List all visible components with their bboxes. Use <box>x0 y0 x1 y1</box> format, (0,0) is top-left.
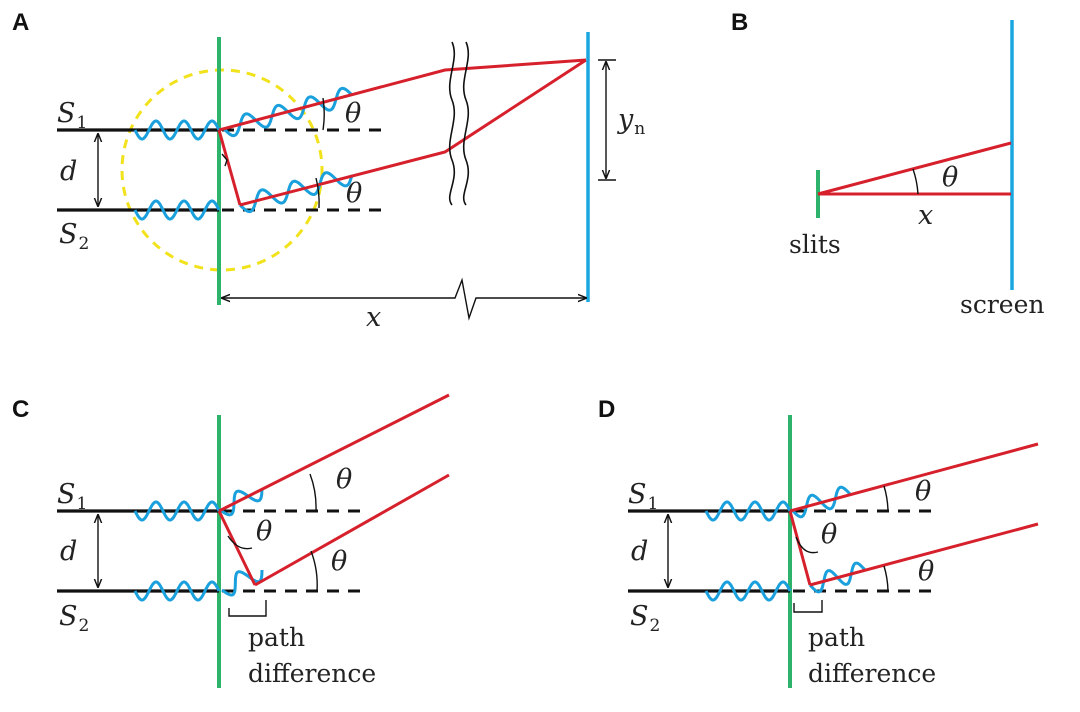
angle-label-top: θ <box>336 464 352 495</box>
ray-angled <box>817 141 1012 196</box>
slits-label: slits <box>789 230 841 259</box>
angle-arc-bottom <box>315 177 320 209</box>
ray-s2 <box>809 522 1039 587</box>
ray-s2 <box>254 473 450 587</box>
incident-wave-s2 <box>704 580 792 602</box>
angle-label-bottom: θ <box>331 546 347 577</box>
distance-arrow <box>222 277 586 321</box>
incident-wave-s1 <box>133 119 221 141</box>
source1-label: S1 <box>57 98 87 133</box>
path-label-line2: difference <box>808 659 936 688</box>
angle-label-inner: θ <box>256 516 272 547</box>
break-mark-right <box>462 41 470 206</box>
panel-a: A S1 S2 <box>12 9 645 333</box>
ray-s1 <box>218 393 450 513</box>
panel-d-label: D <box>598 396 615 423</box>
separation-label: d <box>60 536 77 567</box>
diffracted-wave-s2 <box>238 171 354 214</box>
angle-arc-bottom <box>883 565 889 592</box>
incident-wave-s1 <box>133 500 221 522</box>
angle-label-top: θ <box>345 98 361 129</box>
path-difference-bracket <box>793 600 823 613</box>
angle-arc-top <box>883 485 889 512</box>
panel-b-label: B <box>731 9 748 36</box>
path-label-line1: path <box>808 623 865 652</box>
path-label-line2: difference <box>248 659 376 688</box>
source2-label: S2 <box>630 601 660 636</box>
incident-wave-s2 <box>133 580 221 602</box>
ray-s1 <box>789 442 1039 513</box>
break-mark-left <box>448 41 456 206</box>
highlight-circle <box>120 68 324 272</box>
path-difference-perpendicular <box>217 510 257 586</box>
angle-arc-top <box>322 97 325 131</box>
angle-label-inner: θ <box>821 519 837 550</box>
path-label-line1: path <box>248 623 305 652</box>
panel-d: D S1 S2 d θ θ θ path difference <box>598 396 1039 688</box>
right-angle-mark <box>221 153 228 167</box>
angle-label-bottom: θ <box>346 178 362 209</box>
distance-label: x <box>918 200 933 231</box>
separation-label: d <box>60 156 77 187</box>
distance-label: x <box>366 302 381 333</box>
ray-s2 <box>239 58 587 207</box>
panel-c-label: C <box>12 396 29 423</box>
source1-label: S1 <box>57 479 87 514</box>
diffracted-wave-s1 <box>219 489 264 517</box>
angle-arc-bottom <box>310 550 318 592</box>
panel-a-label: A <box>12 9 29 36</box>
path-difference-perpendicular <box>217 129 242 206</box>
source1-label: S1 <box>628 479 658 514</box>
inner-angle-arc <box>227 535 253 550</box>
path-difference-perpendicular <box>788 510 812 586</box>
incident-wave-s1 <box>704 500 792 522</box>
panel-b: B θ x slits screen <box>731 9 1044 319</box>
screen-label: screen <box>960 290 1044 319</box>
separation-label: d <box>631 536 648 567</box>
angle-label-top: θ <box>915 476 931 507</box>
ray-s1 <box>218 58 587 132</box>
angle-label: θ <box>942 162 958 193</box>
angle-arc <box>912 168 919 195</box>
inner-angle-arc <box>795 536 819 554</box>
angle-arc-top <box>309 473 317 512</box>
fringe-height-label: yn <box>617 104 645 139</box>
panel-c: C S1 S2 d θ θ θ path difference <box>12 393 450 688</box>
source2-label: S2 <box>59 601 89 636</box>
incident-wave-s2 <box>133 199 221 221</box>
angle-label-bottom: θ <box>918 556 934 587</box>
source2-label: S2 <box>59 219 89 254</box>
path-difference-bracket <box>228 600 267 617</box>
